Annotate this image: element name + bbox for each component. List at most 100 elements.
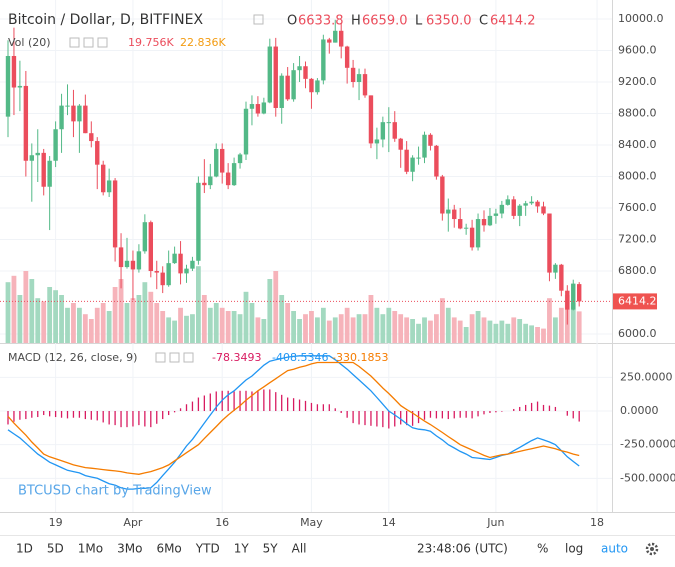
candle-body — [469, 227, 475, 248]
candle-body — [368, 95, 374, 144]
scale-option[interactable]: % — [537, 542, 548, 556]
volume-bar — [285, 303, 291, 343]
candle-body — [499, 204, 505, 214]
x-tick-label: Jun — [486, 516, 504, 529]
candle-body — [434, 145, 439, 177]
volume-bar — [493, 323, 499, 343]
icon[interactable] — [155, 352, 166, 363]
icon[interactable] — [69, 37, 80, 48]
candle-body — [154, 271, 159, 273]
volume-bar — [41, 301, 47, 343]
candle-body — [83, 105, 88, 134]
range-button[interactable]: 3Mo — [117, 542, 142, 556]
candle-body — [392, 122, 397, 139]
volume-bar — [315, 317, 320, 343]
candle-body — [309, 78, 314, 93]
volume-bar — [338, 314, 344, 343]
icon[interactable] — [83, 37, 94, 48]
macd-line — [7, 355, 580, 490]
candle-body — [297, 66, 302, 71]
clock: 23:48:06 (UTC) — [417, 542, 508, 556]
candle-body — [53, 129, 58, 161]
candle-body — [553, 264, 558, 273]
settings-icon[interactable] — [645, 542, 659, 556]
candle-body — [220, 148, 225, 173]
volume-bar — [499, 320, 505, 343]
ohlc-value: 6659.0 — [362, 14, 408, 29]
candle-body — [243, 108, 249, 155]
gear-center[interactable] — [650, 547, 654, 551]
volume-bar — [142, 282, 148, 343]
ohlc-key: L — [415, 14, 423, 29]
range-button[interactable]: 1Y — [234, 542, 250, 556]
volume-bar — [130, 298, 136, 343]
candle-body — [422, 134, 427, 158]
gear[interactable] — [645, 542, 659, 556]
volume-bar — [237, 314, 243, 343]
volume-bar — [511, 317, 517, 343]
range-button[interactable]: 6Mo — [156, 542, 181, 556]
candle-body — [493, 213, 499, 216]
candle-body — [41, 152, 46, 187]
range-button[interactable]: All — [292, 542, 307, 556]
candle-body — [59, 105, 64, 130]
volume-bar — [386, 307, 392, 343]
y-tick-label: 6800.0 — [618, 264, 657, 277]
volume-bar — [154, 303, 160, 343]
scale-option[interactable]: auto — [601, 542, 628, 556]
volume-bar — [463, 327, 469, 343]
range-button[interactable]: 5Y — [263, 542, 279, 556]
volume-title: Vol (20) — [8, 36, 51, 49]
volume-bar — [297, 319, 302, 343]
range-button[interactable]: 5D — [47, 542, 64, 556]
volume-bar — [53, 290, 58, 343]
candle-body — [541, 206, 546, 214]
volume-bar — [184, 315, 189, 343]
volume-bar — [434, 314, 439, 343]
volume-bar — [469, 314, 475, 343]
volume-bar — [320, 307, 326, 343]
candle-body — [565, 290, 570, 310]
candle-body — [386, 122, 391, 124]
volume-bar — [243, 291, 249, 343]
volume-bar — [309, 311, 314, 343]
macd-legend-value: -78.3493 — [212, 351, 261, 364]
candle-body — [101, 164, 106, 193]
candle-body — [118, 247, 124, 268]
candle-body — [374, 139, 380, 144]
volume-bar — [356, 314, 362, 343]
scale-option[interactable]: log — [565, 542, 583, 556]
ohlc-key: H — [351, 14, 361, 29]
volume-bar — [517, 319, 523, 343]
candle-body — [11, 55, 17, 88]
volume-bar — [535, 327, 540, 343]
volume-bar — [416, 323, 421, 343]
icon[interactable] — [183, 352, 194, 363]
volume-bar — [77, 307, 82, 343]
volume-bar — [207, 307, 213, 343]
range-button[interactable]: 1Mo — [78, 542, 103, 556]
volume-bar — [350, 317, 356, 343]
candle-body — [505, 199, 510, 205]
volume-bar — [59, 295, 64, 343]
icon[interactable] — [253, 14, 264, 25]
volume-bar — [136, 295, 142, 343]
candle-body — [523, 203, 528, 206]
chart-title: Bitcoin / Dollar, D, BITFINEX — [8, 12, 203, 28]
candle-body — [404, 149, 409, 172]
volume-bar — [541, 328, 546, 343]
range-button[interactable]: YTD — [195, 542, 220, 556]
volume-bar — [100, 303, 106, 343]
candle-body — [136, 251, 142, 270]
candle-body — [344, 46, 350, 68]
candle-layer — [0, 19, 612, 325]
icon[interactable] — [169, 352, 180, 363]
icon[interactable] — [97, 37, 108, 48]
volume-bar — [178, 307, 183, 343]
volume-bar — [576, 311, 582, 343]
legend-icons — [69, 14, 264, 363]
candle-body — [535, 201, 540, 207]
range-button[interactable]: 1D — [16, 542, 33, 556]
volume-bar — [374, 307, 380, 343]
volume-legend-value: 19.756K — [128, 36, 174, 49]
